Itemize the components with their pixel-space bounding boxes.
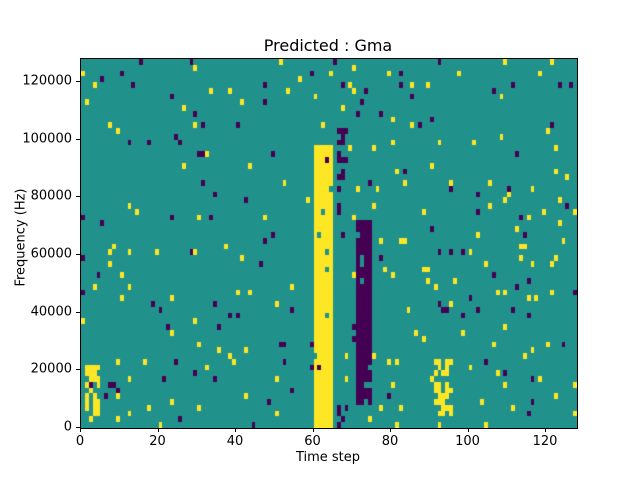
plot-title: Predicted : Gma (263, 36, 393, 55)
y-tick-mark (76, 427, 80, 428)
y-tick-mark (76, 254, 80, 256)
x-tick-mark (80, 428, 81, 432)
y-tick-mark (76, 81, 80, 83)
x-tick-mark (157, 428, 159, 432)
y-tick-mark (76, 138, 80, 140)
y-tick-mark (76, 196, 80, 198)
x-tick-label: 60 (304, 434, 321, 449)
x-tick-label: 0 (75, 434, 85, 449)
x-tick-label: 100 (455, 434, 480, 449)
x-tick-mark (467, 428, 469, 432)
x-tick-mark (390, 428, 391, 432)
x-tick-mark (312, 428, 314, 432)
y-tick-label: 80000 (30, 188, 72, 204)
x-tick-mark (545, 428, 546, 432)
x-tick-label: 20 (149, 434, 166, 449)
x-tick-mark (235, 428, 236, 432)
y-tick-label: 20000 (30, 361, 72, 377)
x-tick-label: 40 (226, 434, 244, 449)
y-tick-label: 40000 (30, 304, 72, 320)
y-tick-label: 0 (63, 419, 72, 435)
plot-area (80, 58, 578, 429)
y-tick-label: 100000 (22, 131, 72, 147)
y-tick-mark (76, 369, 80, 371)
y-tick-label: 60000 (30, 246, 72, 262)
y-tick-label: 120000 (22, 73, 72, 89)
heatmap-canvas (81, 59, 577, 428)
x-tick-label: 80 (381, 434, 399, 449)
x-tick-label: 120 (532, 434, 558, 449)
y-tick-mark (76, 311, 80, 313)
x-axis-label: Time step (295, 450, 361, 465)
